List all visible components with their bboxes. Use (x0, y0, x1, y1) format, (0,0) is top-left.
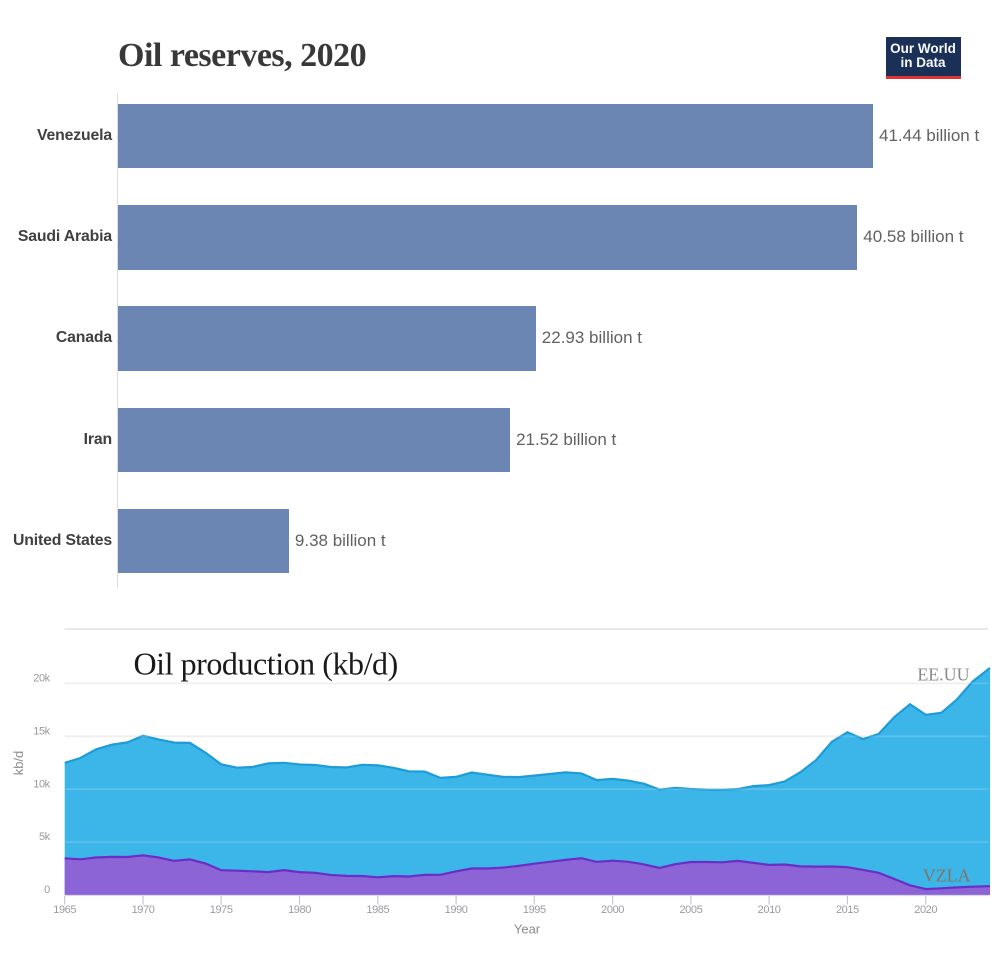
svg-text:15k: 15k (33, 725, 50, 737)
svg-text:2005: 2005 (679, 904, 702, 916)
svg-text:2015: 2015 (836, 904, 859, 916)
svg-text:5k: 5k (39, 831, 51, 843)
svg-text:kb/d: kb/d (11, 751, 26, 776)
svg-text:1995: 1995 (523, 904, 546, 916)
svg-text:1985: 1985 (366, 904, 389, 916)
svg-text:1965: 1965 (53, 904, 76, 916)
svg-text:20k: 20k (33, 673, 50, 685)
svg-text:0: 0 (44, 884, 50, 896)
svg-text:Year: Year (514, 922, 541, 937)
svg-text:1975: 1975 (210, 904, 233, 916)
svg-text:2010: 2010 (758, 904, 781, 916)
svg-text:2020: 2020 (914, 904, 937, 916)
svg-text:Oil production (kb/d): Oil production (kb/d) (134, 646, 398, 682)
svg-text:1970: 1970 (132, 904, 155, 916)
svg-text:EE.UU: EE.UU (917, 665, 969, 685)
svg-text:VZLA: VZLA (923, 865, 971, 885)
svg-text:2000: 2000 (601, 904, 624, 916)
svg-text:1990: 1990 (445, 904, 468, 916)
svg-text:10k: 10k (33, 778, 50, 790)
svg-text:1980: 1980 (288, 904, 311, 916)
